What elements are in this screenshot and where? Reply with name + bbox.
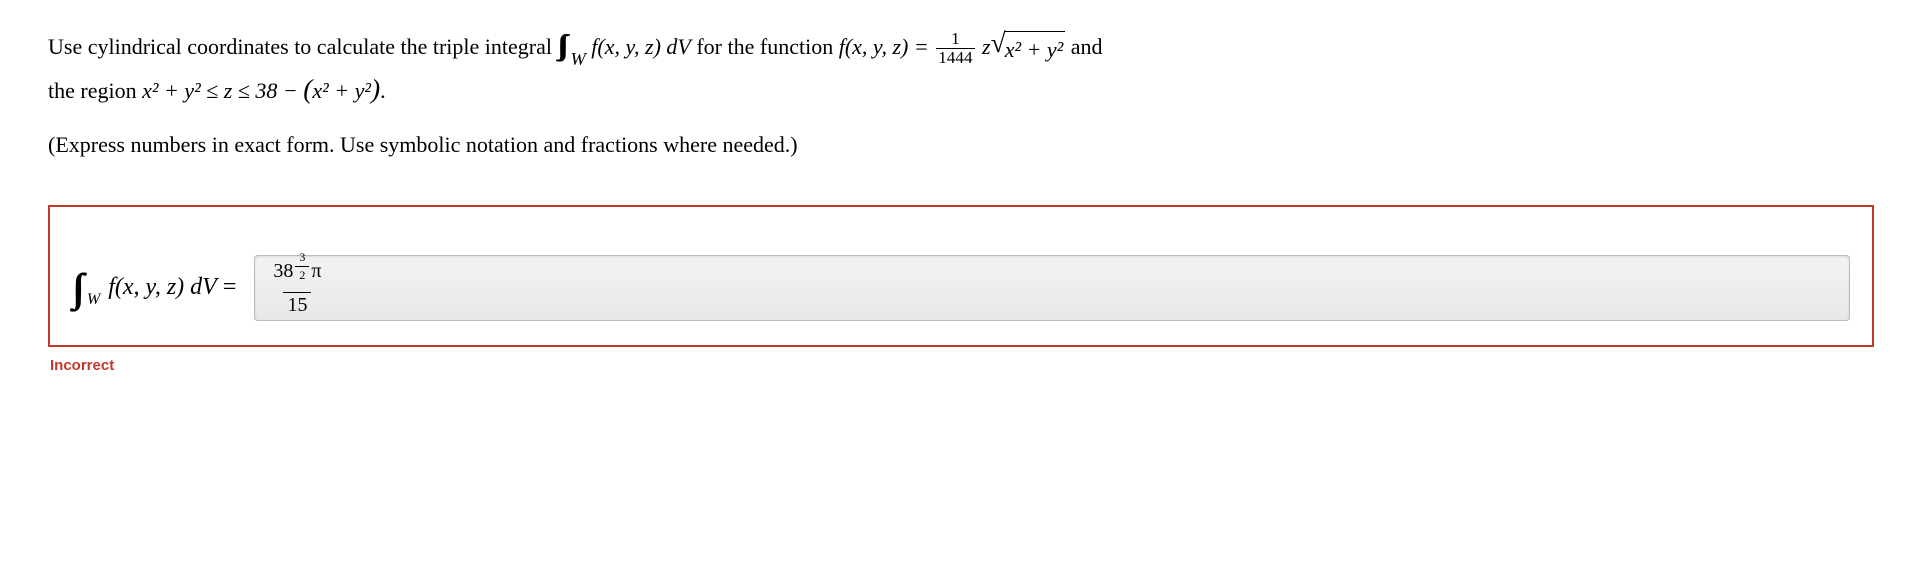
integral-expression: f(x, y, z) dV [591,34,691,59]
answer-base: 38 [273,260,293,282]
answer-pi: π [311,260,321,282]
integral-subscript: W [87,291,100,309]
answer-integrand: f(x, y, z) dV [108,274,217,301]
and-text: and [1065,34,1102,59]
region-ineq: x² + y² ≤ z ≤ 38 − [142,78,303,103]
answer-denominator: 15 [283,292,311,316]
sqrt-expr: √x² + y² [991,31,1066,67]
feedback-label: Incorrect [50,357,1874,374]
answer-input[interactable]: 3832π 15 [254,255,1850,321]
problem-statement: Use cylindrical coordinates to calculate… [48,30,1874,110]
period: . [380,78,386,103]
triple-integral-icon: ∫∫∫ [72,280,83,296]
answer-value-fraction: 3832π 15 [269,259,325,315]
intro-text: Use cylindrical coordinates to calculate… [48,34,557,59]
paren-body: x² + y² [312,78,371,103]
coefficient-fraction: 11444 [936,30,974,67]
function-lhs: f(x, y, z) = [839,34,935,59]
line2-intro: the region [48,78,142,103]
triple-integral-symbol: ∫∫∫ [557,30,570,61]
paren-close: ) [371,73,380,104]
equals-sign: = [223,274,237,301]
paren-open: ( [303,73,312,104]
answer-lhs: ∫∫∫W f(x, y, z) dV = [72,274,236,301]
z-var: z [977,34,991,59]
answer-box: ∫∫∫W f(x, y, z) dV = 3832π 15 [48,205,1874,347]
for-text: for the function [691,34,839,59]
hint-text: (Express numbers in exact form. Use symb… [48,128,1874,162]
